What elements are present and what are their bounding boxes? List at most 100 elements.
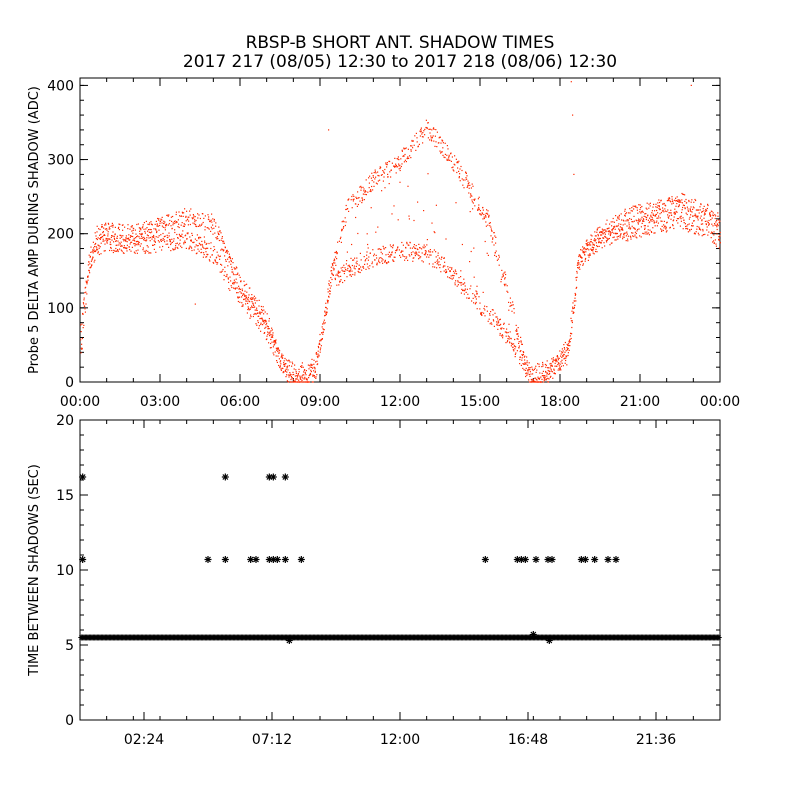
top-series-point [418,143,420,145]
top-series-point [304,372,306,374]
top-series-point [487,213,489,215]
top-series-point [490,228,492,230]
top-series-point [436,267,438,269]
top-series-point [549,367,551,369]
top-series-point [151,238,153,240]
top-series-point [383,172,385,174]
top-series-point [351,264,353,267]
top-series-point [513,350,515,352]
bottom-plot-xtick-label: 16:48 [508,732,548,748]
top-series-point [99,238,101,240]
top-series-point [709,214,711,216]
top-series-point [208,259,210,261]
top-series-point [122,235,124,237]
top-series-point [210,230,212,232]
top-series-point [121,250,123,252]
top-series-point [198,238,200,240]
top-series-point [144,230,146,233]
top-series-point [335,256,337,258]
top-series-point [702,230,704,232]
top-series-point [370,177,372,179]
top-series-point [98,228,100,230]
top-series-point [140,233,142,235]
top-series-point [606,219,608,221]
top-series-point [679,200,681,202]
top-series-point [342,266,344,268]
top-series-point [254,312,256,315]
top-series-point [194,246,196,248]
top-series-point [433,249,435,251]
top-series-point [584,254,586,256]
top-series-point [410,157,412,159]
top-series-point [104,250,106,252]
top-series-point [100,253,102,255]
top-series-point [404,148,406,150]
top-series-point [594,238,596,240]
top-series-point [622,236,624,238]
top-series-point [280,369,282,371]
top-series-point [130,235,132,237]
top-series-point [479,308,481,310]
top-series-point [470,187,472,189]
top-series-point [221,248,223,250]
top-series-point [375,231,377,233]
top-series-point [630,238,632,240]
top-series-point [127,228,129,230]
top-series-point [588,244,590,246]
top-series-point [331,272,333,274]
top-series-point [625,232,627,234]
top-series-point [337,271,339,273]
top-series-point [511,304,513,306]
top-series-point [261,318,263,320]
top-series-point [290,378,292,381]
top-series-point [413,257,415,259]
top-series-point [119,243,121,245]
top-series-point [583,252,585,254]
top-series-point [641,211,643,213]
top-series-point [386,164,388,166]
top-series-point [648,203,650,205]
top-plot-xtick-label: 03:00 [140,394,180,410]
top-series-point [179,215,181,217]
top-series-point [137,249,139,251]
top-series-point [85,303,87,305]
top-series-point [437,252,439,254]
top-series-point [87,279,89,281]
bottom-plot-ytick-label: 20 [56,413,74,429]
top-series-point [472,208,474,210]
top-series-point [127,237,129,239]
top-series-point [484,315,486,317]
top-series-point [542,361,544,364]
top-series-point [405,257,407,259]
top-series-point [434,135,436,137]
top-series-point [168,232,170,234]
top-series-point [460,292,462,294]
top-series-point [516,330,518,332]
top-series-point [117,227,119,229]
top-series-point [318,342,320,344]
top-series-point [585,257,587,260]
top-series-point [325,312,327,314]
top-series-point [406,157,408,159]
top-series-point [420,128,422,131]
top-series-point [344,267,346,269]
top-series-point [581,260,583,263]
top-series-point [366,257,368,259]
top-series-point [417,254,419,256]
top-series-point [486,306,488,308]
top-series-point [609,244,611,246]
top-series-point [160,218,162,220]
top-series-point [608,230,610,232]
top-series-point [673,219,675,221]
top-series-point [593,243,595,245]
top-series-point [529,375,531,377]
top-series-point [446,159,448,161]
top-series-point [381,260,383,262]
top-series-point [681,202,683,204]
top-series-point [273,344,275,346]
top-series-point [165,225,167,227]
top-series-point [135,233,137,235]
top-series-point [285,363,287,365]
top-series-point [499,324,501,326]
top-series-point [236,292,238,294]
